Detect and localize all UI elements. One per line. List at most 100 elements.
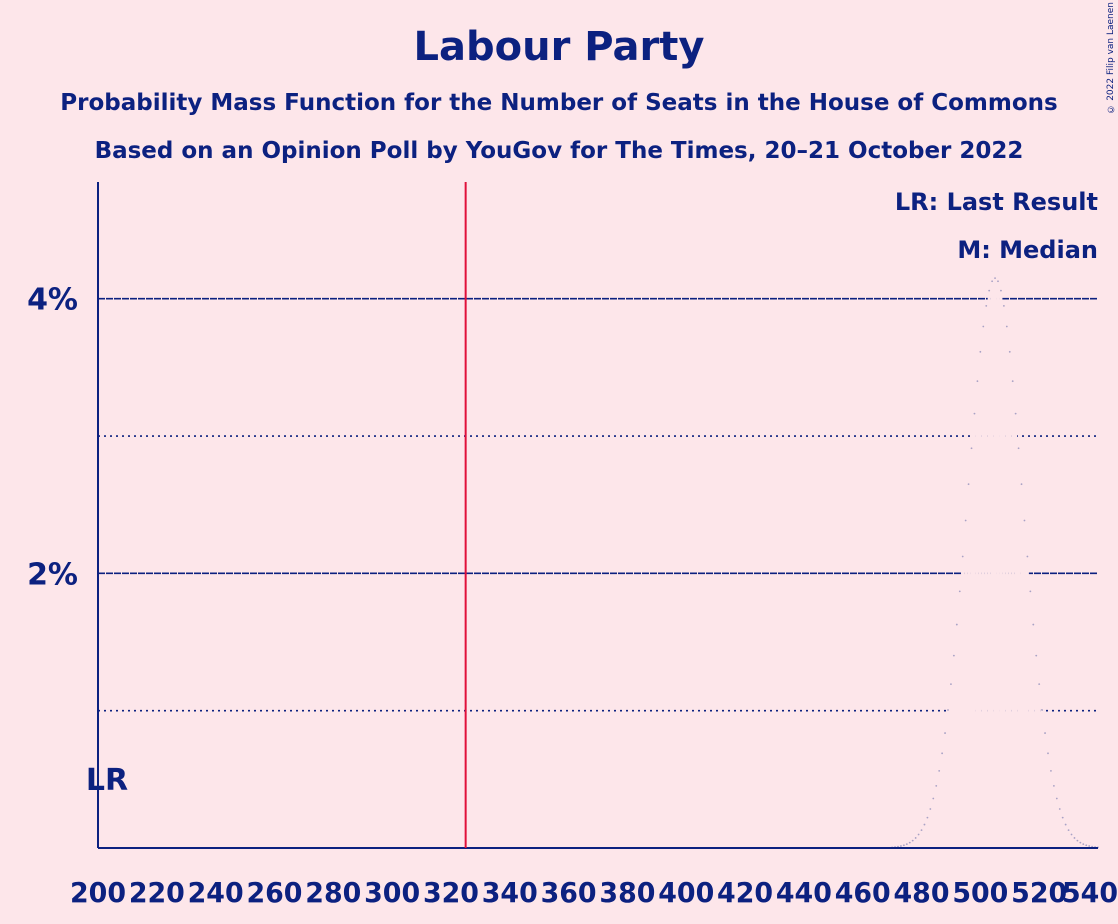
bar-top-505 [994, 277, 996, 280]
bar-top-523 [1047, 752, 1049, 755]
bar-492 [955, 624, 959, 848]
x-tick-label-480: 480 [894, 876, 950, 909]
bar-top-495 [964, 519, 967, 522]
bar-top-490 [950, 683, 952, 686]
bar-500 [978, 351, 982, 848]
x-tick-label-400: 400 [658, 876, 714, 909]
bar-top-504 [991, 280, 994, 283]
bar-top-537 [1088, 845, 1091, 847]
bar-top-531 [1070, 833, 1073, 836]
bar-511 [1011, 381, 1015, 848]
bar-510 [1008, 351, 1012, 848]
bar-477 [911, 840, 915, 848]
bar-top-475 [905, 843, 908, 846]
bar-top-498 [973, 412, 976, 415]
bar-486 [937, 770, 941, 848]
bar-518 [1031, 624, 1035, 848]
bar-top-492 [955, 623, 958, 626]
bar-top-488 [944, 732, 946, 734]
x-tick-labels: 200 220 240 260 280 300 320 340 360 380 400 420 440 4… [70, 876, 1118, 909]
bar-508 [1002, 305, 1006, 849]
bar-506 [996, 281, 1000, 848]
bar-top-518 [1032, 623, 1035, 626]
x-tick-label-320: 320 [423, 876, 479, 909]
y-tick-labels: 2% 4% [27, 283, 78, 593]
bar-top-486 [938, 769, 941, 772]
bar-495 [964, 520, 968, 848]
bar-top-510 [1008, 350, 1011, 353]
bar-top-482 [926, 816, 929, 819]
bar-528 [1061, 817, 1065, 848]
bar-502 [984, 305, 988, 849]
x-tick-label-280: 280 [305, 876, 361, 909]
bar-top-529 [1064, 823, 1067, 826]
bar-497 [970, 448, 973, 848]
x-tick-label-300: 300 [364, 876, 420, 909]
bar-476 [908, 842, 912, 848]
bar-482 [925, 817, 929, 848]
bar-top-527 [1058, 808, 1061, 810]
bar-521 [1040, 710, 1044, 848]
bar-481 [923, 824, 926, 848]
bar-517 [1028, 591, 1032, 848]
x-tick-label-360: 360 [541, 876, 597, 909]
bar-493 [958, 591, 962, 848]
bar-489 [946, 710, 950, 848]
bar-535 [1081, 844, 1085, 848]
bar-top-500 [979, 350, 982, 353]
bar-480 [920, 830, 923, 848]
bar-498 [973, 413, 976, 848]
bar-490 [949, 684, 953, 848]
last-result-label: LR [86, 763, 128, 798]
bar-top-528 [1061, 816, 1064, 819]
bar-top-509 [1005, 325, 1008, 328]
bar-504 [990, 281, 994, 848]
x-tick-label-440: 440 [776, 876, 832, 909]
bar-523 [1046, 753, 1050, 848]
bar-501 [981, 326, 985, 849]
bar-top-501 [982, 325, 985, 328]
chart-subtitle: Probability Mass Function for the Number… [60, 90, 1058, 116]
bar-532 [1073, 837, 1076, 848]
bar-top-503 [988, 289, 991, 292]
bar-533 [1075, 840, 1079, 848]
bar-509 [1005, 326, 1009, 849]
bar-487 [940, 753, 944, 848]
bar-483 [928, 808, 932, 848]
bar-top-493 [958, 590, 961, 593]
bar-531 [1070, 834, 1073, 848]
bar-top-474 [902, 844, 905, 847]
x-tick-label-200: 200 [70, 876, 126, 909]
bar-top-526 [1055, 797, 1058, 800]
bar-534 [1078, 842, 1082, 848]
bar-474 [902, 845, 906, 848]
bar-top-477 [911, 839, 914, 842]
axes [97, 182, 1098, 849]
bar-top-483 [929, 808, 932, 810]
bar-top-499 [976, 380, 979, 383]
x-tick-label-540: 540 [1062, 876, 1118, 909]
y-tick-label-2: 2% [27, 557, 78, 592]
bar-top-487 [941, 752, 944, 755]
bar-top-514 [1020, 483, 1023, 486]
x-tick-label-260: 260 [246, 876, 302, 909]
bar-top-536 [1085, 844, 1088, 847]
x-tick-label-340: 340 [482, 876, 538, 909]
bar-top-496 [967, 483, 970, 486]
bar-top-484 [932, 797, 935, 800]
bar-499 [975, 381, 979, 848]
bar-530 [1067, 830, 1071, 848]
legend-entry-0: LR: Last Result [895, 188, 1098, 216]
bar-519 [1034, 655, 1038, 848]
bar-484 [931, 798, 935, 848]
bar-top-524 [1050, 769, 1052, 772]
x-tick-label-380: 380 [599, 876, 655, 909]
bar-top-476 [908, 841, 911, 844]
bar-505 [993, 278, 997, 848]
bar-526 [1055, 798, 1059, 848]
x-tick-label-460: 460 [835, 876, 891, 909]
x-tick-label-500: 500 [952, 876, 1008, 909]
bar-top-506 [997, 280, 999, 283]
x-tick-label-220: 220 [129, 876, 185, 909]
